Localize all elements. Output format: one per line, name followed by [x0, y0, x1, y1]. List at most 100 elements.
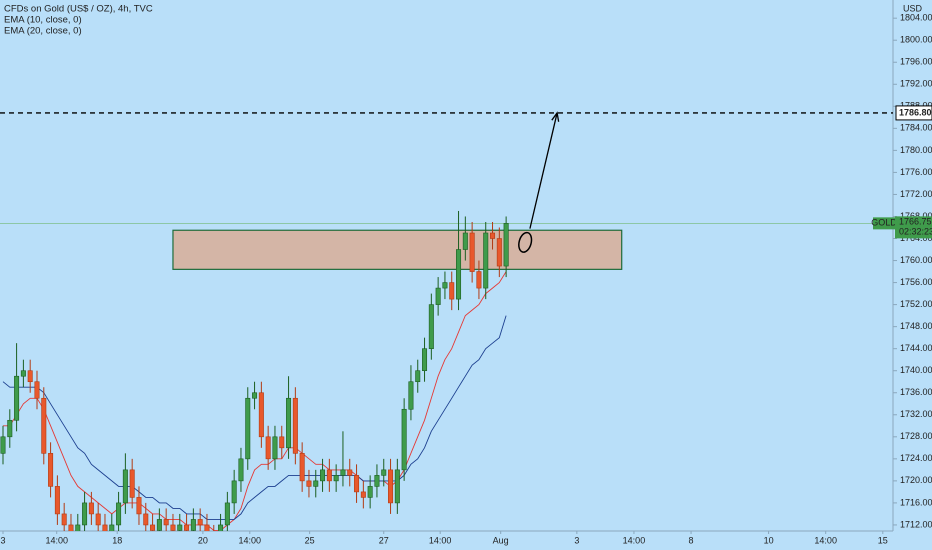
arrow-drawing [529, 112, 558, 229]
candle-body [136, 497, 142, 515]
candle-body [150, 524, 156, 531]
y-tick-label: 1728.00 [900, 431, 932, 441]
candle-body [456, 249, 462, 300]
candle-body [299, 453, 305, 482]
candle-body [360, 491, 366, 498]
candle-body [218, 524, 224, 531]
legend-entry: EMA (20, close, 0) [4, 26, 82, 37]
y-tick-label: 1712.00 [900, 519, 932, 529]
y-tick-label: 1744.00 [900, 343, 932, 353]
candle-body [231, 480, 237, 504]
candle-body [401, 408, 407, 471]
candle-body [435, 287, 441, 305]
candle-body [415, 370, 421, 383]
candle-body [177, 524, 183, 531]
candle-body [20, 370, 26, 377]
x-tick-label: 20 [198, 535, 208, 545]
y-tick-label: 1724.00 [900, 453, 932, 463]
target-label-box [895, 105, 932, 121]
last-price-label: 1766.75 [899, 217, 932, 227]
y-tick-label: 1716.00 [900, 497, 932, 507]
candle-body [27, 370, 33, 383]
candle-body [320, 469, 326, 482]
candle-body [326, 469, 332, 482]
candle-body [503, 223, 509, 267]
x-tick-label: 25 [305, 535, 315, 545]
candle-body [252, 392, 258, 399]
candle-body [292, 397, 298, 454]
y-tick-label: 1740.00 [900, 365, 932, 375]
candle-body [428, 304, 434, 349]
candle-body [286, 397, 292, 449]
candle-body [197, 519, 203, 526]
x-tick-label: 3 [0, 535, 5, 545]
candle-body [388, 469, 394, 504]
candle-body [238, 458, 244, 482]
y-tick-label: 1720.00 [900, 475, 932, 485]
y-tick-label: 1784.00 [900, 123, 932, 133]
candle-body [170, 524, 176, 531]
candle-body [190, 519, 196, 531]
y-tick-label: 1780.00 [900, 145, 932, 155]
candle-body [245, 397, 251, 460]
x-tick-label: 18 [112, 535, 122, 545]
candle-body [394, 469, 400, 504]
candle-body [68, 524, 74, 531]
ema-line [2, 315, 507, 520]
candle-body [122, 469, 128, 504]
y-tick-label: 1804.00 [900, 13, 932, 23]
x-tick-label: 3 [574, 535, 579, 545]
x-tick-label: 14:00 [623, 535, 646, 545]
ema-line [3, 271, 507, 531]
candle-body [333, 475, 339, 482]
legend-entry: EMA (10, close, 0) [4, 15, 82, 26]
candle-body [0, 436, 6, 454]
symbol-tag [873, 217, 895, 230]
y-tick-label: 1768.00 [900, 211, 932, 221]
candle-body [381, 469, 387, 476]
candle-body [7, 419, 13, 438]
candle-body [109, 524, 115, 531]
countdown-label: 02:32:23 [899, 227, 932, 237]
candle-body [48, 453, 54, 487]
candle-body [82, 502, 88, 526]
candle-body [143, 513, 149, 526]
candle-body [61, 513, 67, 526]
candle-body [408, 381, 414, 410]
candle-body [367, 486, 373, 498]
x-tick-label: 14:00 [814, 535, 837, 545]
candle-body [258, 392, 264, 438]
candle-body [462, 232, 468, 250]
candle-body [449, 282, 455, 300]
candle-body [313, 480, 319, 487]
candle-body [129, 469, 135, 498]
candle-body [496, 238, 502, 267]
candle-body [204, 524, 210, 531]
y-tick-label: 1800.00 [900, 35, 932, 45]
candle-body [354, 475, 360, 493]
y-tick-label: 1760.00 [900, 255, 932, 265]
chart-title: CFDs on Gold (US$ / OZ), 4h, TVC [4, 4, 153, 15]
candle-body [41, 397, 47, 454]
arrow-head [551, 111, 560, 122]
candle-body [34, 381, 40, 399]
symbol-label: GOLD [871, 218, 897, 228]
candle-body [163, 519, 169, 526]
candle-body [102, 524, 108, 531]
candle-body [116, 502, 122, 526]
candle-body [265, 436, 271, 460]
candle-body [95, 513, 101, 526]
candle-body [483, 232, 489, 289]
candle-body [156, 519, 162, 531]
x-tick-label: 8 [689, 535, 694, 545]
x-tick-label: 14:00 [45, 535, 68, 545]
y-tick-label: 1792.00 [900, 79, 932, 89]
candle-body [469, 232, 475, 272]
candle-body [306, 480, 312, 487]
y-tick-label: 1796.00 [900, 57, 932, 67]
target-label: 1786.80 [899, 107, 932, 117]
candle-body [184, 524, 190, 531]
x-tick-label: 10 [764, 535, 774, 545]
